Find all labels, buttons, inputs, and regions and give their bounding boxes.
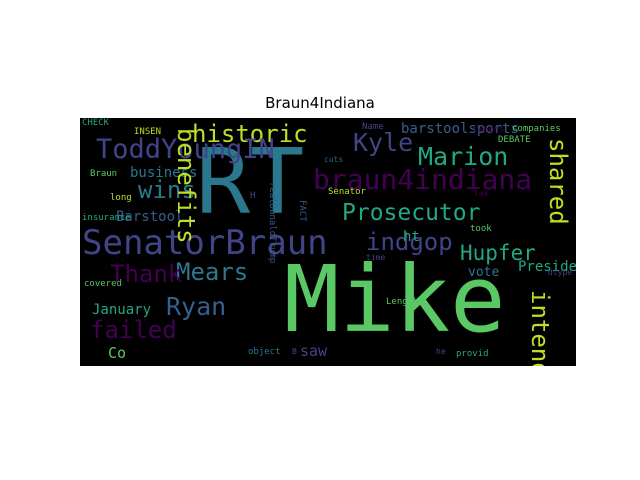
word-ryan: Thank xyxy=(110,260,183,288)
word-indgop: indgop xyxy=(366,228,453,256)
word-took: Length xyxy=(386,297,419,307)
word-realdonaldtrump: CHECK xyxy=(82,118,110,128)
word-prosecutor: Prosecutor xyxy=(342,200,481,226)
word-shared: January xyxy=(92,302,152,318)
chart-title: Braun4Indiana xyxy=(265,94,375,112)
word-president: ht xyxy=(403,229,420,245)
word-benefits: vote xyxy=(468,265,500,280)
word-kyle: intend xyxy=(526,290,554,366)
word-cloud: Mike RT SenatorBraun braun4indiana Prose… xyxy=(80,118,576,366)
word-senatorbraun: SenatorBraun xyxy=(82,223,328,263)
word-failed: Ryan xyxy=(166,292,227,321)
word-barstool: Co xyxy=(108,344,127,362)
word-wins: ToddYoungIN xyxy=(96,134,275,165)
word-toddyoungin: failed xyxy=(90,316,177,344)
word-object: FACT xyxy=(297,200,307,222)
word-senator: time xyxy=(366,253,386,262)
word-historic: historic xyxy=(192,120,308,148)
word-covered: took xyxy=(470,224,492,234)
word-intend: business xyxy=(130,165,198,181)
word-time: dtype xyxy=(548,268,573,277)
word-debate: tax xyxy=(474,189,489,198)
word-tweets: DEBATE xyxy=(498,135,531,145)
word-b: B xyxy=(292,347,297,356)
word-braun: insurance xyxy=(82,213,131,223)
word-vote: President xyxy=(518,259,576,275)
word-co: wins xyxy=(138,176,196,204)
word-barstoolsports: saw xyxy=(300,342,328,360)
word-insen: tweets xyxy=(472,125,505,135)
word-rt: RT xyxy=(196,130,305,235)
word-braun4indiana: braun4indiana xyxy=(313,163,533,196)
word-h: H xyxy=(250,191,256,201)
word-ht: benefits xyxy=(172,128,200,244)
word-insurance: Senator xyxy=(328,187,366,197)
word-thank: Mears xyxy=(176,258,249,286)
word-fact: INSEN xyxy=(134,127,162,137)
word-provid: realDonaldTrump xyxy=(267,182,277,264)
word-companies: cuts xyxy=(324,155,344,164)
word-long: covered xyxy=(84,279,122,289)
word-dtype: provid xyxy=(456,349,489,359)
word-marion: Marion xyxy=(418,142,509,171)
word-length: object xyxy=(248,347,281,357)
word-name: companies xyxy=(512,124,561,134)
word-cuts: Braun xyxy=(90,169,118,179)
word-check: Name xyxy=(362,122,384,132)
word-hupfer: shared xyxy=(544,138,572,225)
word-saw: Kyle xyxy=(353,128,414,157)
word-mike: Mike xyxy=(284,246,506,353)
word-he: he xyxy=(436,347,446,356)
word-business: Barstool xyxy=(116,209,184,225)
word-mears: Hupfer xyxy=(460,241,536,265)
word-january: barstoolsports xyxy=(401,121,520,137)
word-tax: long xyxy=(110,193,132,203)
